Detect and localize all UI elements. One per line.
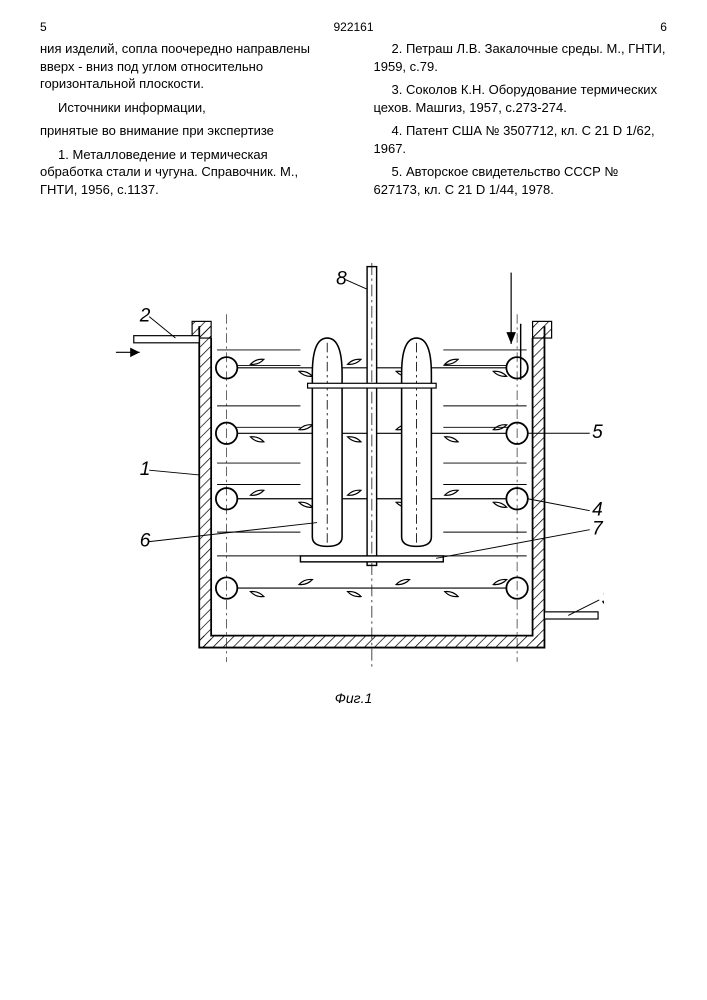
reference-1: 1. Металловедение и термическая обработк…: [40, 146, 334, 199]
reference-4: 4. Патент США № 3507712, кл. C 21 D 1/62…: [374, 122, 668, 157]
col-num-right: 6: [660, 20, 667, 34]
svg-text:6: 6: [139, 531, 150, 552]
figure-svg: 1 2 3 5 47 6 8: [104, 254, 604, 684]
sources-sub: принятые во внимание при экспертизе: [40, 122, 334, 140]
figure-wrap: 1 2 3 5 47 6 8 Фиг.1: [40, 254, 667, 706]
figure-caption: Фиг.1: [40, 690, 667, 706]
svg-text:4: 4: [592, 500, 603, 521]
svg-text:3: 3: [601, 589, 603, 610]
right-column: 2. Петраш Л.В. Закалочные среды. М., ГНТ…: [374, 40, 668, 204]
reference-5: 5. Авторское свидетельство СССР № 627173…: [374, 163, 668, 198]
text-columns: ния изделий, сопла поочередно направлены…: [40, 40, 667, 204]
sources-title: Источники информации,: [40, 99, 334, 117]
svg-text:7: 7: [592, 519, 604, 540]
svg-text:1: 1: [139, 459, 150, 480]
doc-number: 922161: [333, 20, 373, 34]
col-num-left: 5: [40, 20, 47, 34]
reference-2: 2. Петраш Л.В. Закалочные среды. М., ГНТ…: [374, 40, 668, 75]
left-column: ния изделий, сопла поочередно направлены…: [40, 40, 334, 204]
page-header: 5 922161 6: [40, 20, 667, 34]
svg-text:2: 2: [138, 306, 150, 327]
reference-3: 3. Соколов К.Н. Оборудование термических…: [374, 81, 668, 116]
svg-text:5: 5: [592, 422, 603, 443]
para-continuation: ния изделий, сопла поочередно направлены…: [40, 40, 334, 93]
svg-text:8: 8: [336, 269, 347, 290]
